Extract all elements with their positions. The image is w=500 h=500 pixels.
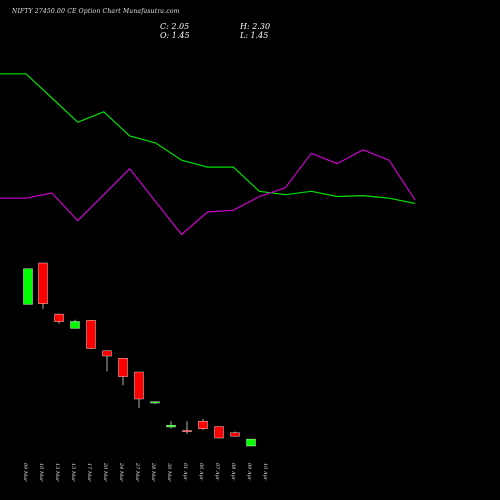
- candle-body: [86, 320, 96, 349]
- candle-body: [214, 426, 224, 439]
- candle-body: [150, 401, 160, 404]
- candle-body: [70, 321, 80, 329]
- candle-body: [230, 432, 240, 437]
- x-tick-label: 27 Mar: [134, 462, 140, 482]
- x-tick-label: 10 Mar: [38, 463, 44, 482]
- x-tick-label: 13 Mar: [54, 463, 60, 482]
- candle-body: [118, 358, 128, 377]
- x-tick-label: 15 Mar: [70, 463, 76, 482]
- candle-body: [23, 268, 33, 305]
- candle-body: [134, 371, 144, 400]
- green-indicator-line: [0, 73, 416, 204]
- low-value: L: 1.45: [240, 31, 269, 40]
- close-value: C: 2.05: [160, 22, 190, 31]
- candle-body: [198, 421, 208, 429]
- x-tick-label: 28 Mar: [150, 462, 156, 482]
- x-tick-label: 09 Apr: [246, 463, 252, 481]
- high-value: H: 2.30: [240, 22, 271, 31]
- candle-body: [38, 262, 48, 304]
- x-tick-label: 09 Mar: [22, 463, 28, 482]
- chart-title: NIFTY 27450.00 CE Option Chart Munafasut…: [12, 8, 180, 15]
- x-tick-label: 30 Mar: [166, 463, 172, 482]
- x-tick-label: 24 Mar: [118, 462, 124, 482]
- x-tick-label: 01 Apr: [182, 463, 188, 481]
- x-tick-label: 10 Apr: [262, 463, 268, 481]
- x-tick-label: 08 Apr: [230, 463, 236, 481]
- magenta-indicator-line: [0, 149, 416, 236]
- x-tick-label: 06 Apr: [198, 463, 204, 481]
- candle-body: [102, 350, 112, 357]
- x-tick-label: 17 Mar: [86, 463, 92, 482]
- x-tick-label: 07 Apr: [214, 463, 220, 481]
- x-tick-label: 20 Mar: [102, 462, 108, 482]
- candle-body: [182, 430, 192, 432]
- open-value: O: 1.45: [160, 31, 190, 40]
- candle-body: [246, 438, 256, 447]
- candle-body: [54, 313, 64, 322]
- candle-body: [166, 425, 176, 428]
